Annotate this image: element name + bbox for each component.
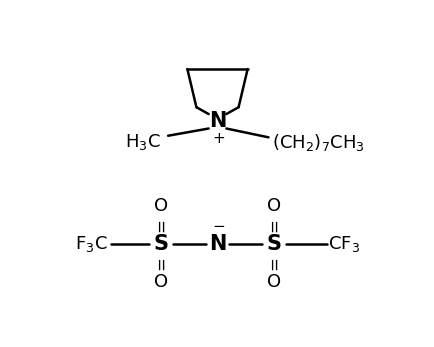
Text: O: O (266, 197, 280, 215)
Text: +: + (211, 131, 224, 146)
Text: S: S (266, 234, 281, 254)
Text: O: O (266, 273, 280, 291)
Text: N: N (208, 234, 226, 254)
Text: F$_3$C: F$_3$C (75, 234, 107, 254)
Text: =: = (264, 218, 282, 232)
Text: −: − (211, 219, 224, 235)
Text: =: = (152, 218, 170, 232)
Text: O: O (154, 273, 168, 291)
Text: H$_3$C: H$_3$C (125, 132, 161, 152)
Text: O: O (154, 197, 168, 215)
Text: CF$_3$: CF$_3$ (327, 234, 359, 254)
Text: =: = (264, 256, 282, 270)
Text: (CH$_2$)$_7$CH$_3$: (CH$_2$)$_7$CH$_3$ (271, 132, 364, 153)
Text: S: S (153, 234, 168, 254)
Text: =: = (152, 256, 170, 270)
Text: N: N (208, 111, 226, 131)
